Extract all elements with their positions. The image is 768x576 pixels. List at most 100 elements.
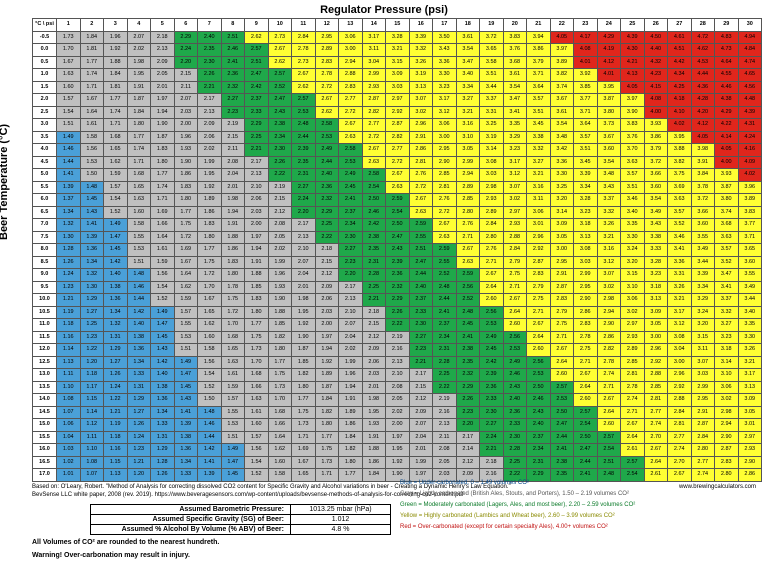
co2-cell: 1.68 [104, 131, 128, 144]
co2-cell: 3.65 [738, 244, 762, 257]
co2-cell: 2.39 [292, 144, 316, 157]
co2-cell: 2.95 [550, 256, 574, 269]
co2-cell: 1.48 [198, 406, 222, 419]
co2-cell: 4.53 [691, 56, 715, 69]
co2-cell: 3.10 [715, 369, 739, 382]
co2-cell: 1.20 [127, 469, 151, 482]
co2-cell: 3.32 [597, 206, 621, 219]
co2-cell: 3.02 [409, 106, 433, 119]
co2-cell: 2.71 [574, 356, 598, 369]
co2-cell: 3.94 [527, 31, 551, 44]
co2-cell: 2.15 [315, 256, 339, 269]
co2-cell: 2.57 [268, 69, 292, 82]
co2-cell: 4.05 [715, 144, 739, 157]
co2-cell: 4.55 [715, 69, 739, 82]
co2-cell: 2.97 [621, 319, 645, 332]
psi-header: 27 [668, 19, 692, 32]
co2-cell: 1.07 [80, 469, 104, 482]
co2-cell: 1.99 [198, 156, 222, 169]
co2-cell: 1.59 [174, 294, 198, 307]
co2-cell: 3.15 [691, 331, 715, 344]
co2-cell: 1.90 [268, 294, 292, 307]
co2-cell: 3.26 [597, 219, 621, 232]
co2-cell: 2.02 [127, 44, 151, 57]
co2-cell: 1.56 [245, 444, 269, 457]
co2-cell: 2.90 [597, 319, 621, 332]
co2-cell: 2.72 [386, 156, 410, 169]
co2-cell: 3.60 [597, 144, 621, 157]
co2-cell: 1.30 [80, 281, 104, 294]
co2-cell: 3.21 [668, 294, 692, 307]
co2-cell: 3.60 [738, 256, 762, 269]
co2-cell: 2.59 [386, 194, 410, 207]
co2-cell: 2.36 [221, 69, 245, 82]
co2-cell: 2.62 [245, 31, 269, 44]
co2-cell: 1.77 [127, 131, 151, 144]
co2-cell: 1.90 [151, 119, 175, 132]
co2-cell: 2.67 [362, 144, 386, 157]
co2-cell: 1.80 [151, 156, 175, 169]
co2-cell: 1.97 [151, 94, 175, 107]
co2-cell: 3.51 [621, 181, 645, 194]
chart-axis-left: Beer Temperature (°C) [0, 124, 10, 240]
co2-cell: 1.64 [80, 106, 104, 119]
co2-cell: 2.50 [574, 431, 598, 444]
co2-cell: 2.00 [174, 119, 198, 132]
co2-cell: 2.50 [550, 406, 574, 419]
co2-cell: 1.26 [151, 469, 175, 482]
co2-cell: 2.53 [480, 319, 504, 332]
co2-cell: 1.22 [104, 394, 128, 407]
co2-cell: 3.12 [433, 106, 457, 119]
co2-cell: 2.43 [503, 381, 527, 394]
co2-cell: 3.67 [597, 131, 621, 144]
co2-cell: 2.37 [409, 294, 433, 307]
co2-cell: 1.88 [245, 269, 269, 282]
co2-cell: 3.02 [597, 281, 621, 294]
co2-cell: 1.82 [339, 444, 363, 457]
co2-cell: 3.01 [738, 419, 762, 432]
co2-cell: 2.07 [339, 319, 363, 332]
co2-cell: 1.25 [80, 319, 104, 332]
co2-cell: 1.21 [57, 294, 81, 307]
co2-cell: 2.07 [292, 256, 316, 269]
co2-cell: 2.08 [268, 219, 292, 232]
co2-cell: 2.91 [409, 131, 433, 144]
co2-cell: 3.44 [738, 294, 762, 307]
co2-cell: 2.87 [550, 281, 574, 294]
co2-cell: 3.49 [691, 244, 715, 257]
co2-cell: 1.28 [57, 244, 81, 257]
co2-cell: 1.96 [174, 131, 198, 144]
co2-cell: 2.34 [268, 131, 292, 144]
co2-cell: 3.67 [550, 94, 574, 107]
co2-cell: 2.67 [527, 319, 551, 332]
co2-cell: 2.55 [433, 256, 457, 269]
temp-header: 6.5 [33, 206, 57, 219]
co2-cell: 2.64 [644, 456, 668, 469]
co2-cell: 4.21 [621, 56, 645, 69]
legend-line: Gray = Lightly carbonated (British Ales,… [400, 489, 635, 500]
co2-cell: 1.96 [104, 31, 128, 44]
co2-cell: 1.74 [127, 144, 151, 157]
co2-cell: 3.19 [480, 131, 504, 144]
co2-cell: 1.49 [221, 444, 245, 457]
co2-cell: 3.65 [480, 44, 504, 57]
co2-cell: 2.63 [456, 256, 480, 269]
co2-cell: 3.49 [644, 206, 668, 219]
co2-cell: 1.94 [339, 381, 363, 394]
co2-cell: 2.75 [574, 344, 598, 357]
co2-cell: 1.87 [151, 131, 175, 144]
co2-cell: 1.31 [127, 381, 151, 394]
co2-cell: 2.06 [198, 131, 222, 144]
co2-cell: 2.12 [362, 331, 386, 344]
co2-cell: 3.32 [527, 144, 551, 157]
co2-cell: 1.42 [127, 306, 151, 319]
co2-cell: 2.02 [339, 344, 363, 357]
co2-cell: 3.44 [691, 256, 715, 269]
co2-cell: 2.93 [362, 81, 386, 94]
co2-cell: 1.40 [127, 319, 151, 332]
co2-cell: 2.63 [362, 156, 386, 169]
co2-cell: 1.92 [198, 181, 222, 194]
temp-header: 14.5 [33, 406, 57, 419]
co2-cell: 2.13 [386, 356, 410, 369]
co2-cell: 1.18 [104, 431, 128, 444]
